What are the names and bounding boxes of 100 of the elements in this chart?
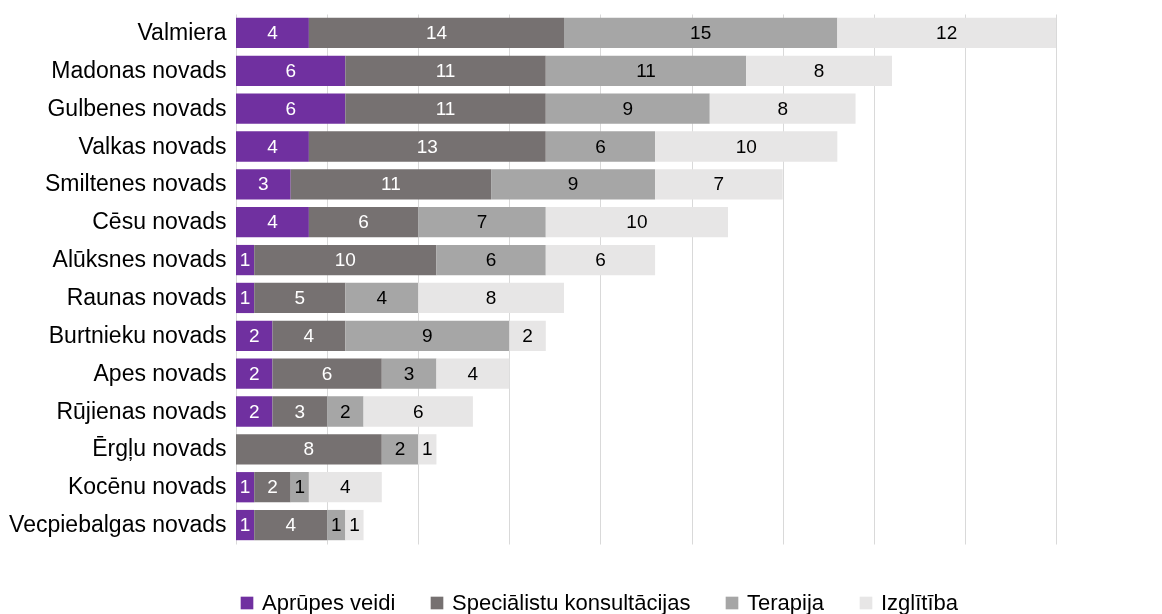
bar bbox=[327, 396, 364, 427]
data-label: 8 bbox=[303, 438, 315, 460]
bar bbox=[236, 93, 346, 124]
data-label: 8 bbox=[813, 59, 825, 81]
bar bbox=[746, 55, 892, 86]
data-label: 4 bbox=[267, 211, 279, 233]
bar bbox=[308, 17, 564, 49]
legend-label: Speciālistu konsultācijas bbox=[452, 590, 691, 614]
bar bbox=[545, 244, 656, 276]
data-label: 9 bbox=[567, 173, 579, 195]
data-label: 5 bbox=[294, 286, 306, 308]
data-label: 6 bbox=[595, 249, 606, 271]
bar bbox=[236, 207, 309, 238]
legend-label: Aprūpes veidi bbox=[262, 590, 396, 614]
data-label: 6 bbox=[485, 249, 497, 271]
data-label: 11 bbox=[435, 59, 456, 81]
data-label: 2 bbox=[394, 438, 406, 460]
bar bbox=[254, 472, 291, 503]
data-label: 9 bbox=[422, 324, 433, 346]
data-label: 4 bbox=[267, 21, 279, 43]
data-label: 4 bbox=[340, 476, 352, 498]
data-label: 6 bbox=[285, 97, 296, 119]
data-label: 15 bbox=[690, 21, 712, 43]
y-tick-label: Kocēnu novads bbox=[67, 473, 227, 500]
bar bbox=[436, 358, 510, 389]
data-label: 1 bbox=[422, 438, 433, 460]
bar bbox=[236, 320, 273, 351]
bar bbox=[655, 131, 838, 162]
data-label: 4 bbox=[285, 514, 297, 536]
data-label: 6 bbox=[595, 135, 606, 157]
bar bbox=[345, 55, 546, 86]
bar bbox=[308, 207, 419, 238]
data-label: 10 bbox=[626, 211, 648, 233]
data-label: 8 bbox=[777, 97, 788, 119]
bar bbox=[345, 509, 364, 541]
data-label: 2 bbox=[522, 324, 533, 346]
data-label: 4 bbox=[267, 135, 279, 157]
data-label: 11 bbox=[381, 173, 401, 195]
y-tick-label: Raunas novads bbox=[66, 283, 227, 310]
data-label: 6 bbox=[412, 400, 424, 422]
bar bbox=[837, 17, 1056, 49]
bar bbox=[236, 55, 346, 86]
y-tick-label: Burtnieku novads bbox=[48, 321, 227, 348]
bar bbox=[345, 320, 510, 351]
y-tick-label: Madonas novads bbox=[51, 56, 227, 83]
bar bbox=[308, 131, 546, 162]
bar bbox=[345, 93, 546, 124]
bar bbox=[236, 131, 309, 162]
bar bbox=[509, 320, 546, 351]
bar bbox=[272, 396, 328, 427]
data-label: 10 bbox=[735, 135, 757, 157]
bar bbox=[236, 396, 273, 427]
data-label: 1 bbox=[239, 514, 251, 536]
data-label: 14 bbox=[425, 21, 448, 43]
bar bbox=[545, 207, 728, 238]
data-label: 2 bbox=[248, 400, 260, 422]
bar bbox=[545, 93, 710, 124]
y-tick-label: Ērgļu novads bbox=[92, 435, 227, 462]
bar bbox=[272, 358, 382, 389]
data-label: 4 bbox=[376, 286, 388, 308]
data-label: 7 bbox=[476, 211, 488, 233]
data-label: 1 bbox=[349, 514, 360, 536]
bar bbox=[491, 169, 656, 200]
y-tick-label: Valmiera bbox=[137, 18, 227, 45]
bar bbox=[418, 282, 564, 314]
data-label: 13 bbox=[416, 135, 438, 157]
y-tick-label: Vecpiebalgas novads bbox=[9, 511, 227, 538]
bar bbox=[272, 320, 346, 351]
y-tick-label: Alūksnes novads bbox=[52, 246, 227, 273]
bar bbox=[545, 55, 747, 86]
bar bbox=[545, 131, 656, 162]
data-label: 4 bbox=[303, 324, 315, 346]
data-label: 1 bbox=[330, 514, 342, 536]
bar bbox=[254, 509, 328, 541]
data-label: 4 bbox=[467, 362, 479, 384]
data-label: 1 bbox=[239, 476, 251, 498]
y-tick-label: Cēsu novads bbox=[92, 208, 227, 235]
bar bbox=[236, 358, 273, 389]
legend-label: Terapija bbox=[747, 590, 825, 614]
data-label: 9 bbox=[622, 97, 634, 119]
bar bbox=[381, 434, 419, 465]
bar bbox=[236, 434, 382, 465]
bar bbox=[345, 282, 419, 314]
bar bbox=[655, 169, 783, 200]
data-label: 8 bbox=[485, 286, 497, 308]
data-label: 2 bbox=[248, 362, 260, 384]
y-tick-label: Valkas novads bbox=[78, 132, 227, 159]
bar bbox=[709, 93, 856, 124]
data-label: 11 bbox=[435, 97, 456, 119]
y-tick-label: Rūjienas novads bbox=[56, 397, 227, 424]
data-label: 2 bbox=[340, 400, 351, 422]
bar bbox=[254, 244, 437, 276]
data-label: 1 bbox=[239, 249, 251, 271]
data-label: 11 bbox=[636, 59, 656, 81]
data-label: 6 bbox=[285, 59, 296, 81]
y-tick-label: Gulbenes novads bbox=[47, 94, 227, 121]
bar bbox=[564, 17, 838, 49]
data-label: 1 bbox=[294, 476, 306, 498]
bar bbox=[436, 244, 546, 276]
data-label: 1 bbox=[239, 286, 251, 308]
